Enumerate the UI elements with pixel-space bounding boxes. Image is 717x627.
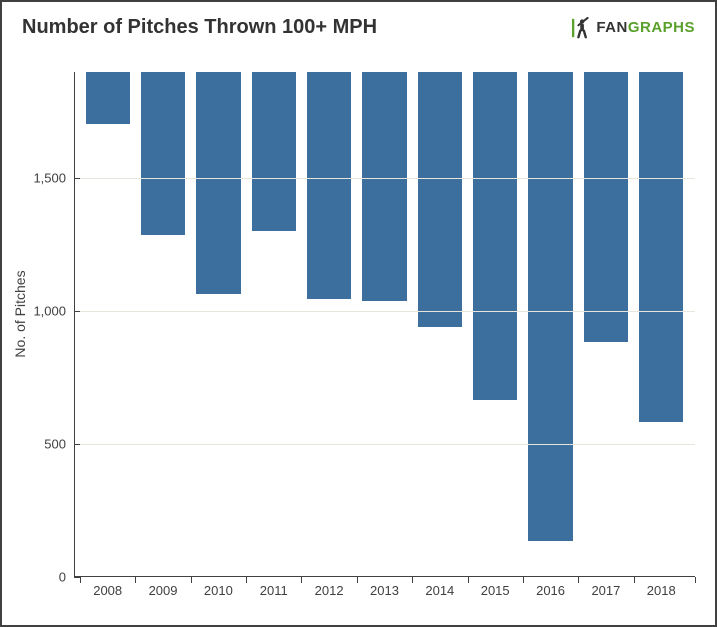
bar [86, 72, 130, 124]
x-tick-label: 2015 [481, 577, 510, 598]
x-tick-mark [412, 577, 413, 583]
bar-slot: 2018 [634, 72, 689, 577]
bar-slot: 2017 [578, 72, 633, 577]
x-tick-mark [695, 577, 696, 583]
bar [362, 72, 406, 301]
y-tick-label: 500 [44, 437, 74, 452]
x-tick-label: 2013 [370, 577, 399, 598]
x-tick-label: 2014 [425, 577, 454, 598]
x-tick-label: 2018 [647, 577, 676, 598]
x-tick-label: 2008 [93, 577, 122, 598]
fangraphs-logo: FANGRAPHS [572, 17, 695, 39]
logo-fan: FAN [596, 19, 628, 36]
bar [639, 72, 683, 422]
bar-slot: 2013 [357, 72, 412, 577]
x-tick-label: 2012 [315, 577, 344, 598]
bar [196, 72, 240, 294]
bar [528, 72, 572, 541]
x-tick-mark [191, 577, 192, 583]
grid-line [74, 444, 695, 445]
x-tick-mark [246, 577, 247, 583]
y-tick-mark [74, 577, 80, 578]
bar-slot: 2015 [468, 72, 523, 577]
batter-icon [572, 17, 594, 39]
bar [141, 72, 185, 235]
bar-slot: 2010 [191, 72, 246, 577]
x-tick-mark [357, 577, 358, 583]
bar-slot: 2016 [523, 72, 578, 577]
x-tick-mark [80, 577, 81, 583]
y-tick-label: 1,500 [33, 171, 74, 186]
x-tick-mark [578, 577, 579, 583]
y-tick-mark [74, 444, 80, 445]
y-tick-mark [74, 178, 80, 179]
bar [584, 72, 628, 342]
grid-line [74, 311, 695, 312]
x-tick-mark [135, 577, 136, 583]
x-tick-mark [634, 577, 635, 583]
y-tick-label: 1,000 [33, 304, 74, 319]
x-tick-label: 2017 [591, 577, 620, 598]
bar-slot: 2008 [80, 72, 135, 577]
y-axis-label: No. of Pitches [12, 270, 28, 357]
bar-slot: 2014 [412, 72, 467, 577]
x-tick-label: 2010 [204, 577, 233, 598]
bar-slot: 2012 [301, 72, 356, 577]
bar-slot: 2011 [246, 72, 301, 577]
x-tick-mark [468, 577, 469, 583]
grid-line [74, 178, 695, 179]
y-tick-mark [74, 311, 80, 312]
bar [252, 72, 296, 231]
bar-slot: 2009 [135, 72, 190, 577]
x-tick-mark [301, 577, 302, 583]
chart-panel: Number of Pitches Thrown 100+ MPH FANGRA… [0, 0, 717, 627]
plot-area: 2008200920102011201220132014201520162017… [74, 72, 695, 577]
x-tick-mark [523, 577, 524, 583]
bar [473, 72, 517, 400]
x-tick-label: 2016 [536, 577, 565, 598]
bars-group: 2008200920102011201220132014201520162017… [74, 72, 695, 577]
chart-title: Number of Pitches Thrown 100+ MPH [22, 16, 377, 39]
x-tick-label: 2009 [149, 577, 178, 598]
logo-text: FANGRAPHS [596, 19, 695, 36]
x-tick-label: 2011 [260, 577, 288, 598]
logo-graphs: GRAPHS [628, 19, 695, 36]
y-tick-label: 0 [59, 570, 74, 585]
chart-header: Number of Pitches Thrown 100+ MPH FANGRA… [2, 2, 715, 45]
bar [418, 72, 462, 327]
bar [307, 72, 351, 299]
